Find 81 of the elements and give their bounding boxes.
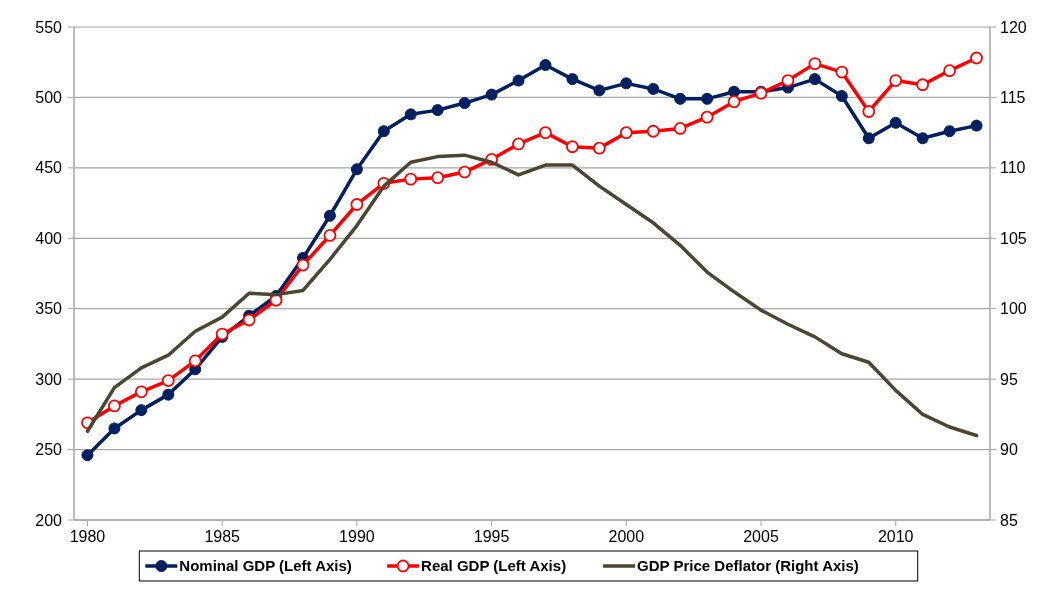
x-tick-label: 2005 — [743, 528, 779, 545]
point — [566, 140, 579, 154]
y2-tick-label: 100 — [1000, 300, 1027, 318]
y-tick-label: 450 — [35, 159, 63, 177]
x-tick-label: 1980 — [69, 528, 106, 545]
point — [458, 165, 472, 179]
point — [889, 116, 902, 129]
point — [620, 77, 633, 90]
y-tick-label: 250 — [35, 441, 63, 459]
point — [404, 172, 418, 186]
point — [296, 258, 310, 272]
y2-tick-label: 110 — [1000, 159, 1026, 177]
point — [350, 163, 363, 176]
point — [593, 84, 606, 97]
point — [781, 74, 795, 87]
point — [108, 422, 121, 435]
point — [916, 132, 929, 145]
point — [646, 124, 660, 138]
point — [970, 119, 983, 132]
y2-tick-label: 95 — [1000, 370, 1018, 388]
y-tick-label: 500 — [35, 89, 63, 107]
point — [323, 209, 336, 222]
y-tick-label: 400 — [35, 229, 63, 247]
y-tick-label: 550 — [35, 18, 63, 36]
point — [242, 313, 256, 327]
legend-label: GDP Price Deflator (Right Axis) — [637, 557, 859, 575]
y-tick-label: 350 — [35, 300, 63, 318]
point — [916, 78, 930, 92]
point — [135, 404, 148, 417]
point — [81, 449, 94, 462]
point — [889, 74, 903, 87]
point — [862, 132, 875, 145]
point — [566, 73, 579, 86]
y-tick-label: 200 — [35, 511, 63, 529]
y-tick-label: 300 — [35, 370, 63, 388]
point — [512, 137, 525, 151]
point — [970, 51, 983, 65]
point — [539, 59, 552, 72]
point — [835, 90, 848, 103]
x-tick-label: 1990 — [339, 528, 375, 545]
x-tick-label: 1985 — [204, 528, 241, 545]
point — [162, 388, 175, 401]
x-tick-label: 2010 — [877, 528, 914, 545]
point — [700, 110, 714, 124]
point — [161, 374, 175, 387]
y2-tick-label: 105 — [1000, 229, 1027, 247]
point — [323, 229, 337, 242]
point — [188, 354, 202, 368]
point — [728, 85, 741, 98]
point — [673, 122, 687, 135]
y2-tick-label: 115 — [1000, 89, 1026, 107]
point — [512, 74, 525, 87]
point — [808, 73, 821, 86]
point — [647, 82, 660, 95]
x-tick-label: 2000 — [608, 528, 645, 545]
point — [458, 97, 471, 110]
point — [431, 104, 444, 117]
y2-tick-label: 90 — [1000, 441, 1018, 459]
point — [835, 65, 849, 79]
point — [539, 126, 552, 140]
point — [674, 92, 687, 105]
point — [377, 125, 390, 138]
y2-tick-label: 120 — [1000, 18, 1027, 36]
y2-tick-label: 85 — [1000, 511, 1018, 529]
point — [485, 88, 498, 101]
point — [701, 92, 714, 105]
point — [108, 399, 121, 413]
point — [592, 141, 606, 155]
x-tick-label: 1995 — [473, 528, 510, 545]
point — [943, 64, 956, 78]
point — [862, 105, 876, 118]
point — [619, 126, 633, 140]
legend-label: Real GDP (Left Axis) — [421, 557, 567, 575]
point — [808, 57, 822, 71]
point — [943, 125, 956, 138]
point — [727, 95, 741, 109]
point — [350, 198, 364, 211]
point — [404, 108, 417, 121]
point — [134, 385, 148, 399]
legend-label: Nominal GDP (Left Axis) — [179, 557, 352, 575]
point — [431, 171, 445, 185]
